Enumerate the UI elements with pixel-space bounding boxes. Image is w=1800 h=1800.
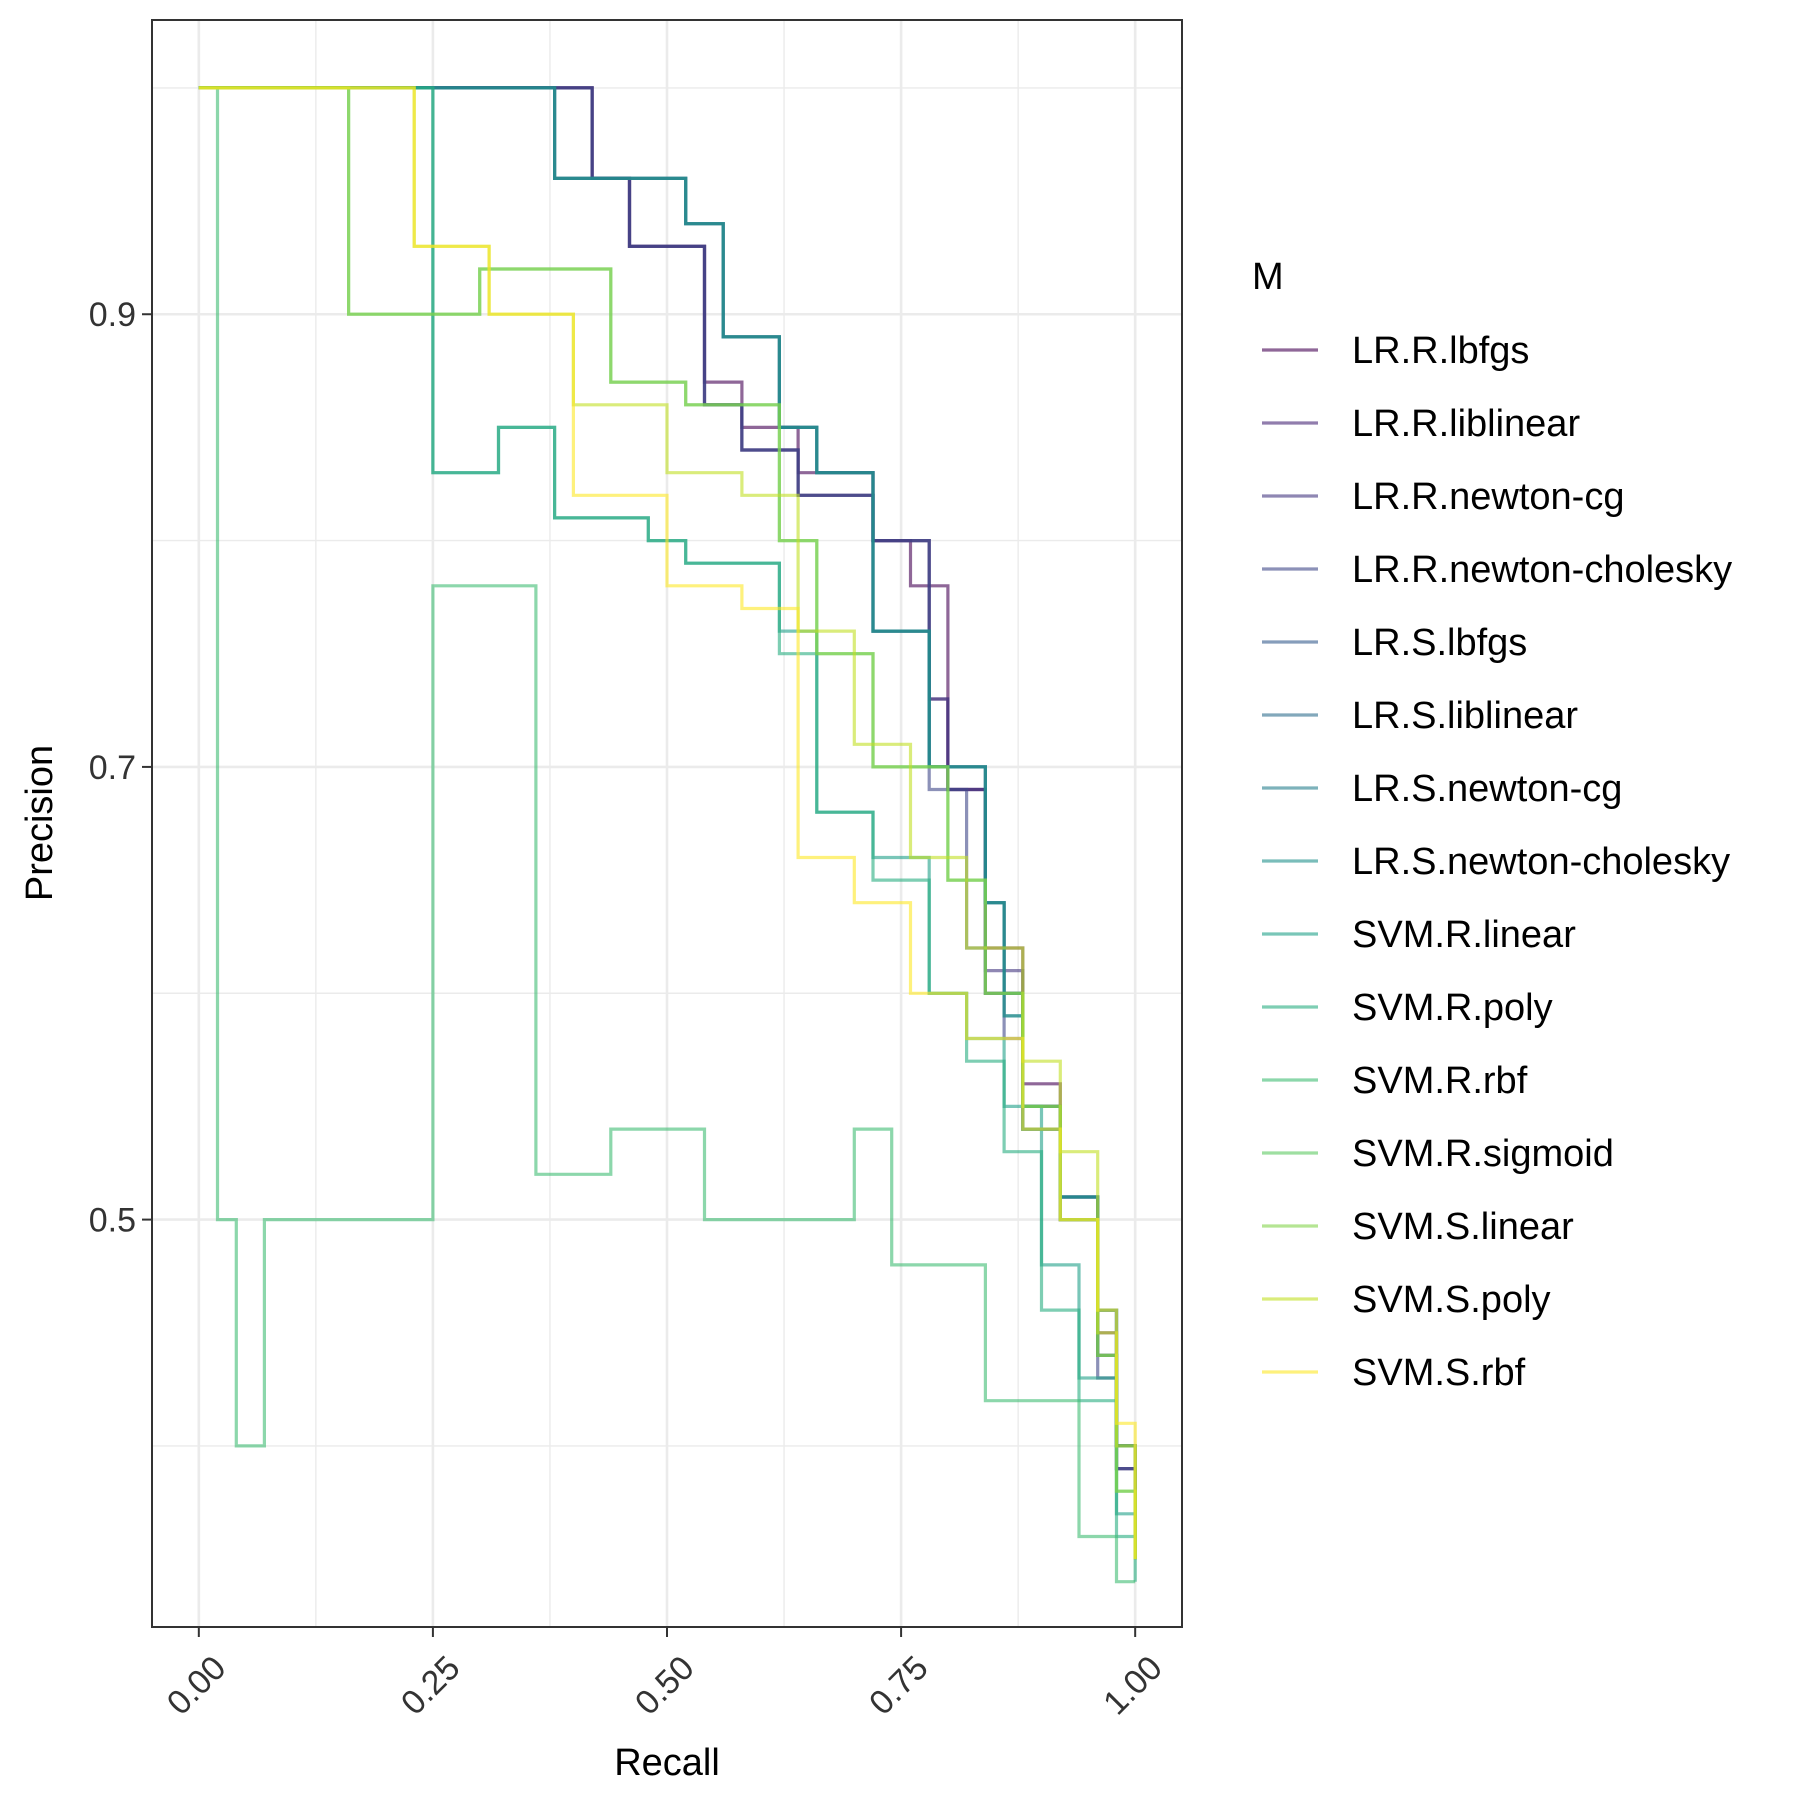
legend-item: SVM.R.poly [1262, 987, 1553, 1029]
legend-label: LR.R.lbfgs [1352, 330, 1529, 372]
legend-item: LR.S.lbfgs [1262, 622, 1527, 664]
legend-label: LR.S.lbfgs [1352, 622, 1527, 664]
legend-label: SVM.S.rbf [1352, 1352, 1526, 1394]
legend-item: LR.R.newton-cg [1262, 476, 1624, 518]
series-line-SVM.S.rbf [198, 86, 1137, 1560]
legend-item: SVM.S.poly [1262, 1279, 1551, 1321]
legend-label: LR.R.newton-cg [1352, 476, 1624, 518]
legend-label: LR.S.newton-cholesky [1352, 841, 1730, 883]
y-tick-label: 0.9 [89, 296, 136, 334]
y-axis-title: Precision [19, 745, 61, 901]
legend-label: SVM.S.linear [1352, 1206, 1574, 1248]
legend-item: SVM.R.rbf [1262, 1060, 1528, 1102]
x-axis-title: Recall [614, 1742, 720, 1784]
legend-label: LR.S.newton-cg [1352, 768, 1622, 810]
series-line-SVM.R.poly [198, 86, 1137, 1582]
legend-label: SVM.R.linear [1352, 914, 1576, 956]
legend-items: LR.R.lbfgs LR.R.liblinear LR.R.newton-cg LR… [1262, 330, 1732, 1394]
legend-item: LR.S.newton-cholesky [1262, 841, 1730, 883]
legend-item: LR.S.newton-cg [1262, 768, 1622, 810]
y-tick-label: 0.7 [89, 749, 136, 787]
legend-title: M [1252, 256, 1284, 298]
legend-label: SVM.R.rbf [1352, 1060, 1528, 1102]
legend: M LR.R.lbfgs LR.R.liblinear LR.R.newton-cg… [1252, 256, 1732, 1394]
legend-label: LR.R.liblinear [1352, 403, 1580, 445]
y-tick-label: 0.5 [89, 1202, 136, 1240]
series-lines [198, 86, 1137, 1584]
legend-label: SVM.S.poly [1352, 1279, 1551, 1321]
y-axis: 0.5 0.7 0.9 [89, 296, 152, 1240]
legend-item: SVM.S.rbf [1262, 1352, 1526, 1394]
legend-label: SVM.R.sigmoid [1352, 1133, 1614, 1175]
legend-label: LR.S.liblinear [1352, 695, 1578, 737]
legend-label: LR.R.newton-cholesky [1352, 549, 1732, 591]
plot-panel [151, 19, 1183, 1628]
legend-item: SVM.S.linear [1262, 1206, 1574, 1248]
legend-item: SVM.R.linear [1262, 914, 1576, 956]
legend-item: SVM.R.sigmoid [1262, 1133, 1614, 1175]
legend-item: LR.S.liblinear [1262, 695, 1578, 737]
legend-label: SVM.R.poly [1352, 987, 1553, 1029]
legend-item: LR.R.newton-cholesky [1262, 549, 1732, 591]
legend-item: LR.R.lbfgs [1262, 330, 1529, 372]
series-line-SVM.R.rbf [198, 86, 1136, 1584]
legend-item: LR.R.liblinear [1262, 403, 1580, 445]
